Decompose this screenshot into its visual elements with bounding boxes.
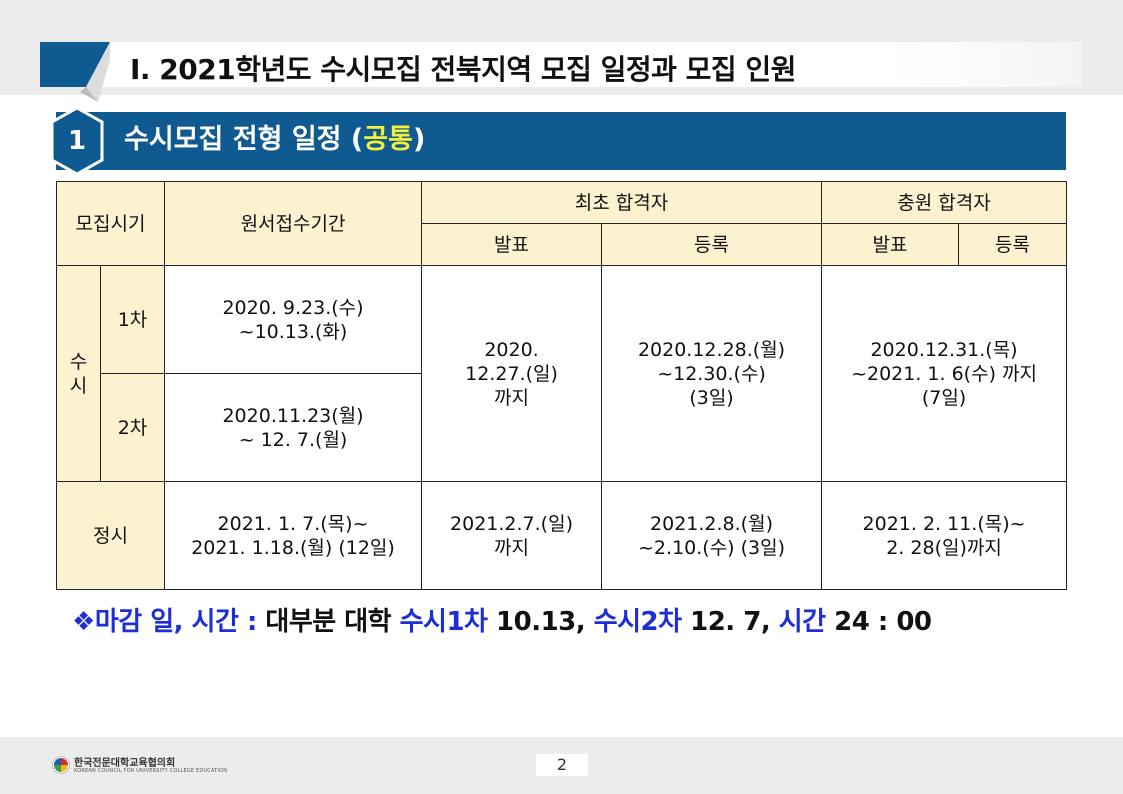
hexagon-badge-icon xyxy=(50,106,104,176)
susi-additional-line1: 2020.12.31.(목) xyxy=(870,338,1018,361)
note-part1: 마감 일, 시간 : xyxy=(94,607,266,637)
page-number: 2 xyxy=(536,754,588,776)
section-number: 1 xyxy=(67,126,87,156)
note-part8: 24 : 00 xyxy=(825,607,932,637)
susi-round1-label: 1차 xyxy=(99,265,166,374)
note-part4: 10.13, xyxy=(487,607,594,637)
susi-first-register-line2: ~12.30.(수) xyxy=(657,362,766,385)
page-curl-icon xyxy=(40,42,110,102)
susi-round2-application: 2020.11.23(월) ~ 12. 7.(월) xyxy=(164,373,423,482)
susi-first-announce-line1: 2020. xyxy=(484,338,539,361)
susi-round1-application: 2020. 9.23.(수) ~10.13.(화) xyxy=(164,265,423,374)
section-bar xyxy=(56,112,1066,170)
section-title: 수시모집 전형 일정 (공통) xyxy=(124,112,425,170)
susi-additional-line2: ~2021. 1. 6(수) 까지 xyxy=(851,362,1037,385)
susi-first-register: 2020.12.28.(월) ~12.30.(수) (3일) xyxy=(601,265,823,482)
title-bar xyxy=(40,42,1082,87)
susi-round2-application-line2: ~ 12. 7.(월) xyxy=(238,428,348,451)
jeongsi-first-register: 2021.2.8.(월) ~2.10.(수) (3일) xyxy=(601,481,823,590)
note-part7: 시간 xyxy=(778,607,826,637)
header-application: 원서접수기간 xyxy=(164,181,423,266)
susi-first-announce: 2020. 12.27.(일) 까지 xyxy=(421,265,603,482)
susi-additional: 2020.12.31.(목) ~2021. 1. 6(수) 까지 (7일) xyxy=(821,265,1068,482)
deadline-note: ❖마감 일, 시간 : 대부분 대학 수시1차 10.13, 수시2차 12. … xyxy=(72,601,932,638)
jeongsi-label: 정시 xyxy=(55,481,166,590)
header-announce-additional: 발표 xyxy=(821,223,960,266)
header-first-pass: 최초 합격자 xyxy=(421,181,823,224)
org-name-en: KOREAN COUNCIL FOR UNIVERSITY COLLEGE ED… xyxy=(74,768,228,774)
susi-label: 수시 xyxy=(69,350,88,397)
note-part2: 대부분 대학 xyxy=(265,607,400,637)
header-additional-pass: 충원 합격자 xyxy=(821,181,1068,224)
jeongsi-application-line2: 2021. 1.18.(월) (12일) xyxy=(191,536,395,559)
susi-first-announce-line2: 12.27.(일) xyxy=(465,362,558,385)
jeongsi-application-line1: 2021. 1. 7.(목)~ xyxy=(217,512,369,535)
section-title-main: 수시모집 전형 일정 ( xyxy=(124,124,364,155)
header-register-first: 등록 xyxy=(601,223,823,266)
jeongsi-first-announce-line1: 2021.2.7.(일) xyxy=(450,512,573,535)
jeongsi-additional-line1: 2021. 2. 11.(목)~ xyxy=(862,512,1026,535)
jeongsi-additional: 2021. 2. 11.(목)~ 2. 28(일)까지 xyxy=(821,481,1068,590)
susi-round1-application-line1: 2020. 9.23.(수) xyxy=(222,296,364,319)
susi-label-cell: 수시 xyxy=(56,265,101,482)
note-part5: 수시2차 xyxy=(593,607,682,637)
jeongsi-first-announce-line2: 까지 xyxy=(494,536,529,559)
susi-additional-line3: (7일) xyxy=(921,386,967,409)
section-title-highlight: 공통 xyxy=(363,124,413,155)
susi-round2-label: 2차 xyxy=(99,373,166,482)
council-logo-icon xyxy=(52,756,70,774)
susi-first-register-line1: 2020.12.28.(월) xyxy=(637,338,786,361)
susi-first-register-line3: (3일) xyxy=(689,386,734,409)
header-register-additional: 등록 xyxy=(958,223,1068,266)
jeongsi-first-announce: 2021.2.7.(일) 까지 xyxy=(421,481,603,590)
susi-round2-application-line1: 2020.11.23(월) xyxy=(222,404,364,427)
jeongsi-application: 2021. 1. 7.(목)~ 2021. 1.18.(월) (12일) xyxy=(164,481,423,590)
page-title: Ⅰ. 2021학년도 수시모집 전북지역 모집 일정과 모집 인원 xyxy=(130,53,796,86)
header-period: 모집시기 xyxy=(55,181,166,266)
note-part6: 12. 7, xyxy=(681,607,779,637)
jeongsi-additional-line2: 2. 28(일)까지 xyxy=(886,536,1002,559)
susi-first-announce-line3: 까지 xyxy=(494,386,529,409)
header-announce-first: 발표 xyxy=(421,223,603,266)
susi-round1-application-line2: ~10.13.(화) xyxy=(238,320,348,343)
diamond-bullet-icon: ❖ xyxy=(72,607,95,637)
org-name: 한국전문대학교육협의회 xyxy=(74,758,176,769)
jeongsi-first-register-line1: 2021.2.8.(월) xyxy=(650,512,773,535)
jeongsi-first-register-line2: ~2.10.(수) (3일) xyxy=(638,536,786,559)
schedule-table: 모집시기 원서접수기간 최초 합격자 충원 합격자 발표 등록 발표 등록 수시… xyxy=(55,181,1068,590)
section-title-end: ) xyxy=(412,124,426,155)
note-part3: 수시1차 xyxy=(399,607,488,637)
